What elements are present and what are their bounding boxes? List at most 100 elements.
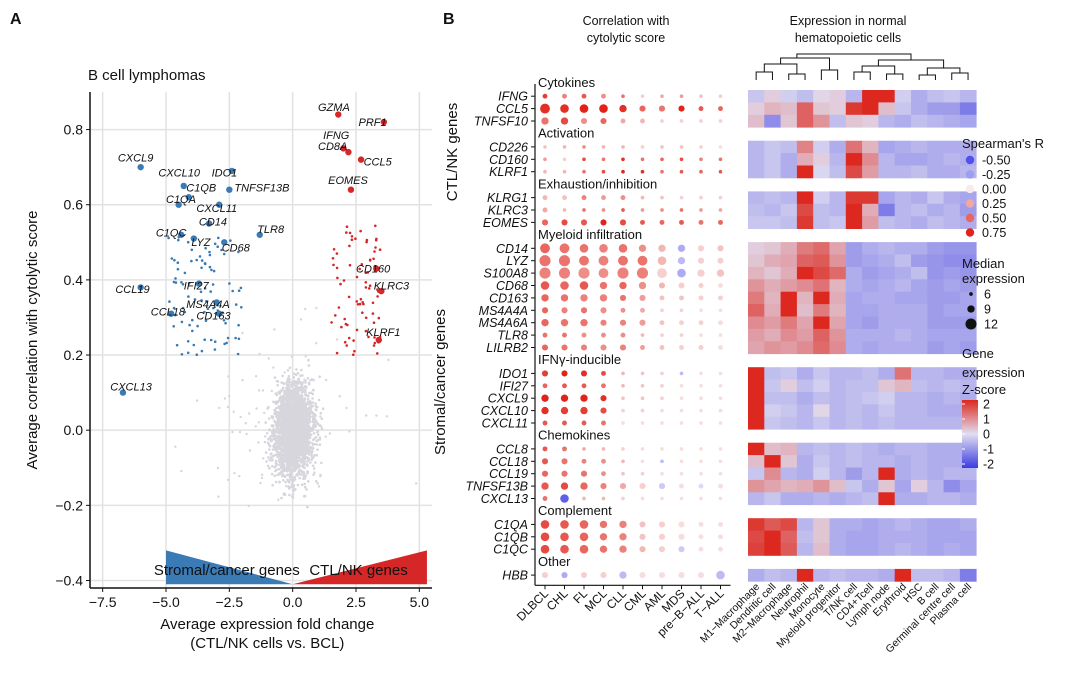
dot-ccl19-9 — [718, 471, 723, 476]
dot-cd14-3 — [599, 244, 608, 253]
stromal-minor-point — [181, 283, 185, 286]
background-point — [245, 432, 248, 436]
heat-cell-ifi27-1 — [764, 379, 781, 393]
heat-cell-cxcl11-8 — [878, 416, 896, 430]
background-point — [289, 433, 292, 437]
background-point — [316, 482, 320, 485]
dot-c1qb-1 — [560, 532, 569, 542]
dot-cd160-2 — [582, 157, 586, 162]
heat-cell-cd68-3 — [796, 279, 814, 293]
background-point — [290, 470, 293, 473]
spearman-legend-label-4: 0.50 — [982, 212, 1006, 226]
background-point — [297, 405, 301, 409]
ctl-minor-point — [359, 229, 362, 233]
dot-cxcl13-8 — [699, 496, 703, 501]
dot-ido1-2 — [580, 370, 588, 377]
dot-ccl19-4 — [621, 471, 625, 476]
dendrogram — [755, 53, 969, 80]
dot-klrg1-1 — [562, 195, 567, 201]
heat-cell-cxcl13-3 — [796, 492, 814, 506]
heat-cell-ido1-6 — [845, 367, 863, 380]
y-tick-label: 0.0 — [64, 422, 84, 438]
heat-cell-cd163-4 — [813, 291, 830, 305]
spearman-legend-dot-1 — [965, 170, 975, 179]
dot-klrf1-3 — [601, 169, 606, 174]
heat-cell-cd68-2 — [780, 279, 798, 293]
gene-point-cd8a — [345, 148, 352, 156]
background-point — [314, 402, 318, 406]
dot-ccl18-7 — [679, 459, 684, 464]
heat-cell-ifng-3 — [796, 90, 814, 103]
background-point — [281, 386, 285, 390]
background-point — [296, 453, 300, 456]
heat-cell-c1qb-9 — [894, 530, 912, 544]
dot-ifng-4 — [621, 94, 625, 99]
background-point — [288, 410, 292, 413]
heat-cell-ccl19-13 — [959, 467, 977, 481]
dot-c1qa-2 — [579, 520, 589, 529]
heat-cell-cxcl13-10 — [911, 492, 928, 506]
gene-point-gzma — [335, 111, 342, 118]
stromal-minor-point — [204, 246, 207, 250]
background-point — [282, 423, 286, 427]
dot-tnfsf10-8 — [699, 119, 703, 123]
dot-c1qa-0 — [540, 520, 550, 529]
background-point — [287, 430, 291, 434]
heat-cell-klrf1-3 — [796, 165, 814, 179]
heat-cell-ms4a4a-9 — [894, 304, 912, 317]
ctl-minor-point — [334, 314, 337, 317]
ctl-minor-point — [377, 316, 381, 320]
background-point — [267, 417, 271, 420]
heat-cell-c1qc-10 — [911, 543, 928, 556]
heat-cell-hbb-6 — [845, 568, 863, 582]
heat-cell-cd160-2 — [780, 153, 798, 166]
dot-cd163-4 — [619, 294, 627, 301]
ctl-minor-point — [364, 316, 368, 320]
background-point — [309, 461, 312, 464]
background-point — [289, 392, 293, 396]
dot-cxcl13-1 — [560, 494, 569, 503]
background-point — [283, 371, 286, 374]
dot-c1qa-1 — [560, 520, 569, 529]
heat-cell-ccl19-8 — [878, 467, 896, 481]
heat-cell-hbb-5 — [829, 568, 847, 582]
heat-cell-cxcl11-1 — [764, 416, 781, 430]
ctl-minor-point — [373, 250, 376, 253]
background-point — [287, 374, 291, 378]
stromal-minor-point — [209, 290, 212, 293]
background-point — [279, 430, 283, 434]
dot-ifi27-6 — [660, 383, 664, 388]
dot-cd226-6 — [660, 145, 664, 149]
dot-cd160-6 — [660, 157, 664, 162]
heat-cell-ccl8-6 — [845, 442, 863, 456]
stromal-minor-point — [237, 337, 241, 341]
background-point — [273, 430, 277, 434]
dot-c1qb-4 — [619, 533, 627, 541]
dendrogram-branch — [755, 71, 773, 80]
stromal-minor-point — [172, 280, 176, 284]
heat-cell-klrf1-10 — [911, 165, 928, 179]
heat-cell-ifi27-3 — [796, 379, 814, 393]
background-point — [285, 386, 288, 390]
heat-cell-ifng-6 — [845, 90, 863, 103]
heat-cell-ccl18-11 — [927, 455, 944, 468]
dot-cxcl9-1 — [560, 394, 569, 402]
heat-cell-ms4a4a-2 — [780, 304, 798, 317]
heat-cell-cxcl9-4 — [813, 392, 830, 405]
stromal-minor-point — [226, 336, 230, 340]
ctl-minor-point — [372, 344, 376, 347]
row-gene-cxcl9: CXCL9 — [488, 392, 528, 406]
background-point — [285, 401, 288, 405]
background-point — [279, 453, 283, 457]
dot-cxcl10-3 — [600, 407, 607, 414]
background-point — [308, 400, 312, 403]
stromal-minor-point — [220, 248, 223, 252]
dot-lyz-8 — [697, 257, 705, 264]
heat-cell-c1qb-2 — [780, 530, 798, 544]
stromal-minor-point — [176, 261, 180, 265]
dot-title-line1: Correlation with — [583, 14, 670, 28]
background-point — [305, 440, 309, 444]
heat-cell-klrc3-3 — [796, 203, 814, 217]
dot-tlr8-9 — [718, 333, 723, 337]
dot-title-line2: cytolytic score — [587, 31, 666, 45]
